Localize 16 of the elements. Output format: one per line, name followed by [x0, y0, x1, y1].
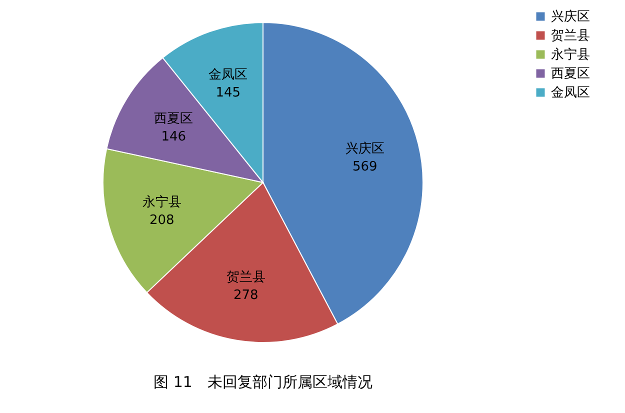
data-label: 146	[161, 129, 186, 144]
legend-label: 贺兰县	[551, 28, 590, 44]
legend-label: 兴庆区	[551, 10, 590, 24]
data-label: 278	[234, 288, 258, 304]
legend-label: 金凤区	[551, 86, 590, 100]
slice-label: 金凤区	[208, 67, 248, 82]
slice-label: 永宁县	[142, 194, 182, 210]
data-label: 208	[149, 212, 174, 228]
text: 图 11 未回复部门所属区域情况	[154, 373, 372, 391]
slice-label: 贺兰县	[226, 270, 266, 286]
slice-label: 西夏区	[154, 111, 194, 126]
slice-label: 兴庆区	[345, 141, 384, 156]
legend-label: 西夏区	[551, 66, 590, 82]
data-label: 145	[216, 85, 241, 100]
data-label: 569	[352, 159, 378, 174]
legend-label: 永宁县	[551, 46, 590, 62]
